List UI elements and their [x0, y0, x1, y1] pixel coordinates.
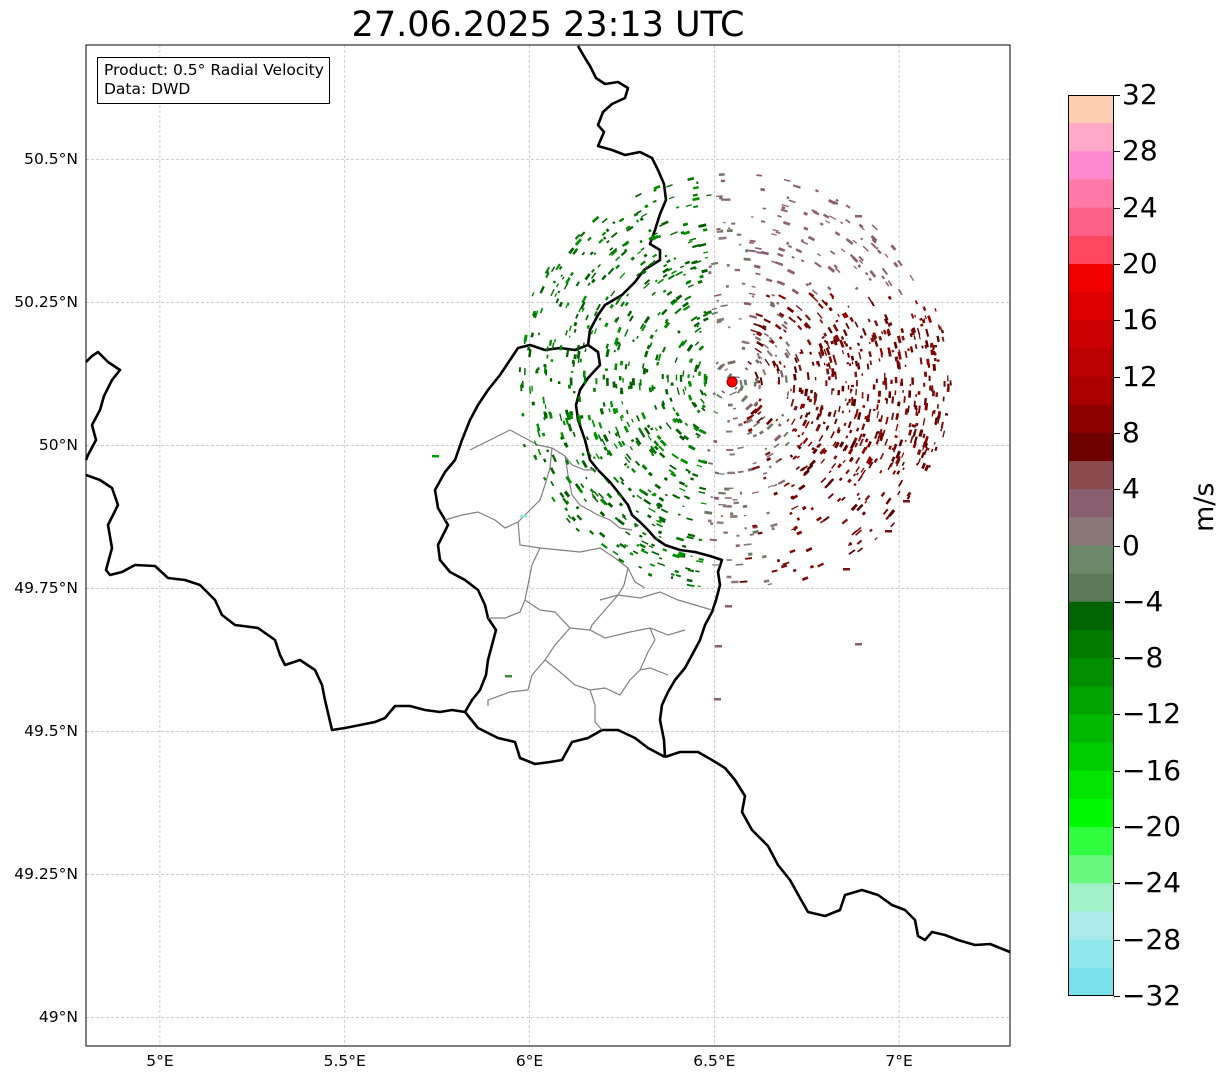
colorbar-tick-label: 20 — [1122, 246, 1158, 280]
colorbar-segment — [1068, 95, 1114, 124]
colorbar-tick-label: 4 — [1122, 472, 1140, 506]
colorbar-segment — [1068, 601, 1114, 631]
colorbar-tick-label: −4 — [1122, 584, 1164, 618]
colorbar-segment — [1068, 827, 1114, 856]
colorbar-tick-mark — [1114, 939, 1120, 941]
country-borders — [84, 45, 1011, 954]
colorbar-tick-mark — [1114, 827, 1120, 829]
colorbar-tick-label: 0 — [1122, 528, 1140, 562]
colorbar-tick-mark — [1114, 996, 1120, 997]
colorbar-segment — [1068, 235, 1114, 265]
colorbar-tick-mark — [1114, 545, 1120, 547]
colorbar-segment — [1068, 911, 1114, 941]
colorbar-tick-mark — [1114, 658, 1120, 660]
colorbar-segment — [1068, 714, 1114, 744]
colorbar-segment — [1068, 151, 1114, 180]
colorbar-segment — [1068, 770, 1114, 800]
colorbar-segment — [1068, 123, 1114, 152]
colorbar-tick-label: −24 — [1122, 866, 1182, 900]
colorbar-segment — [1068, 461, 1114, 490]
colorbar-tick-mark — [1114, 714, 1120, 716]
colorbar-segment — [1068, 855, 1114, 884]
colorbar-segment — [1068, 376, 1114, 406]
colorbar-tick-mark — [1114, 207, 1120, 209]
admin-boundaries — [444, 429, 713, 731]
colorbar-segment — [1068, 320, 1114, 349]
colorbar-segment — [1068, 432, 1114, 462]
radar-echoes — [432, 173, 952, 701]
colorbar-segment — [1068, 883, 1114, 913]
colorbar-segment — [1068, 798, 1114, 828]
colorbar-tick-label: −12 — [1122, 697, 1182, 731]
colorbar-tick-label: −28 — [1122, 922, 1182, 956]
colorbar-tick-mark — [1114, 601, 1120, 603]
colorbar-segment — [1068, 967, 1114, 996]
lon-tick-label: 5.5°E — [323, 1052, 366, 1070]
lat-tick-label: 49.25°N — [14, 865, 78, 884]
border-de-fr — [664, 750, 1011, 954]
colorbar-tick-label: −20 — [1122, 810, 1182, 844]
colorbar-tick-label: 28 — [1122, 134, 1158, 168]
border-nl-be-west — [84, 350, 122, 461]
product-info-box: Product: 0.5° Radial Velocity Data: DWD — [97, 57, 330, 104]
lat-tick-label: 50.5°N — [24, 150, 78, 169]
colorbar-tick-label: 12 — [1122, 359, 1158, 393]
colorbar-segment — [1068, 489, 1114, 518]
border-de-lu — [616, 491, 724, 758]
colorbar-tick-label: 8 — [1122, 415, 1140, 449]
colorbar-tick-label: −8 — [1122, 641, 1164, 675]
lat-tick-label: 49°N — [38, 1008, 78, 1027]
colorbar-segment — [1068, 179, 1114, 209]
colorbar-tick-mark — [1114, 489, 1120, 491]
radar-site-marker — [726, 376, 738, 388]
lat-tick-label: 49.75°N — [14, 579, 78, 598]
colorbar-segment — [1068, 404, 1114, 434]
border-lu-fr — [463, 711, 666, 766]
colorbar-segment — [1068, 686, 1114, 715]
colorbar-tick-mark — [1114, 376, 1120, 378]
colorbar-segment — [1068, 545, 1114, 575]
colorbar-segment — [1068, 742, 1114, 772]
map-frame — [85, 44, 1011, 1047]
lat-tick-label: 50°N — [38, 436, 78, 455]
colorbar-tick-label: −16 — [1122, 753, 1182, 787]
colorbar-tick-mark — [1114, 263, 1120, 265]
colorbar-segment — [1068, 658, 1114, 687]
colorbar-segment — [1068, 517, 1114, 546]
colorbar-tick-label: 32 — [1122, 78, 1158, 111]
colorbar-segment — [1068, 263, 1114, 293]
colorbar — [1068, 95, 1114, 996]
colorbar-segment — [1068, 939, 1114, 969]
lon-tick-label: 5°E — [146, 1052, 174, 1070]
lon-tick-label: 6°E — [515, 1052, 544, 1070]
data-source-label: Data: DWD — [104, 80, 191, 98]
colorbar-segment — [1068, 629, 1114, 659]
lon-tick-label: 7°E — [885, 1052, 913, 1070]
colorbar-tick-mark — [1114, 432, 1120, 434]
colorbar-segment — [1068, 348, 1114, 378]
lat-tick-label: 50.25°N — [14, 293, 78, 312]
border-be-de — [574, 45, 668, 493]
border-be-fr — [85, 473, 466, 732]
colorbar-unit-label: m/s — [1189, 482, 1220, 532]
colorbar-tick-label: −32 — [1122, 979, 1182, 1012]
colorbar-tick-mark — [1114, 151, 1120, 153]
colorbar-tick-label: 24 — [1122, 190, 1158, 224]
colorbar-tick-mark — [1114, 883, 1120, 885]
product-label: Product: 0.5° Radial Velocity — [104, 61, 324, 79]
colorbar-segment — [1068, 292, 1114, 321]
colorbar-segment — [1068, 573, 1114, 603]
lon-tick-label: 6.5°E — [693, 1052, 736, 1070]
colorbar-tick-mark — [1114, 320, 1120, 322]
colorbar-tick-mark — [1114, 770, 1120, 772]
colorbar-segment — [1068, 207, 1114, 237]
graticule — [86, 45, 1010, 1046]
border-be-lu — [433, 343, 589, 713]
lat-tick-label: 49.5°N — [24, 722, 78, 741]
colorbar-tick-mark — [1114, 95, 1120, 96]
map-title: 27.06.2025 23:13 UTC — [351, 5, 745, 45]
colorbar-tick-label: 16 — [1122, 303, 1158, 337]
